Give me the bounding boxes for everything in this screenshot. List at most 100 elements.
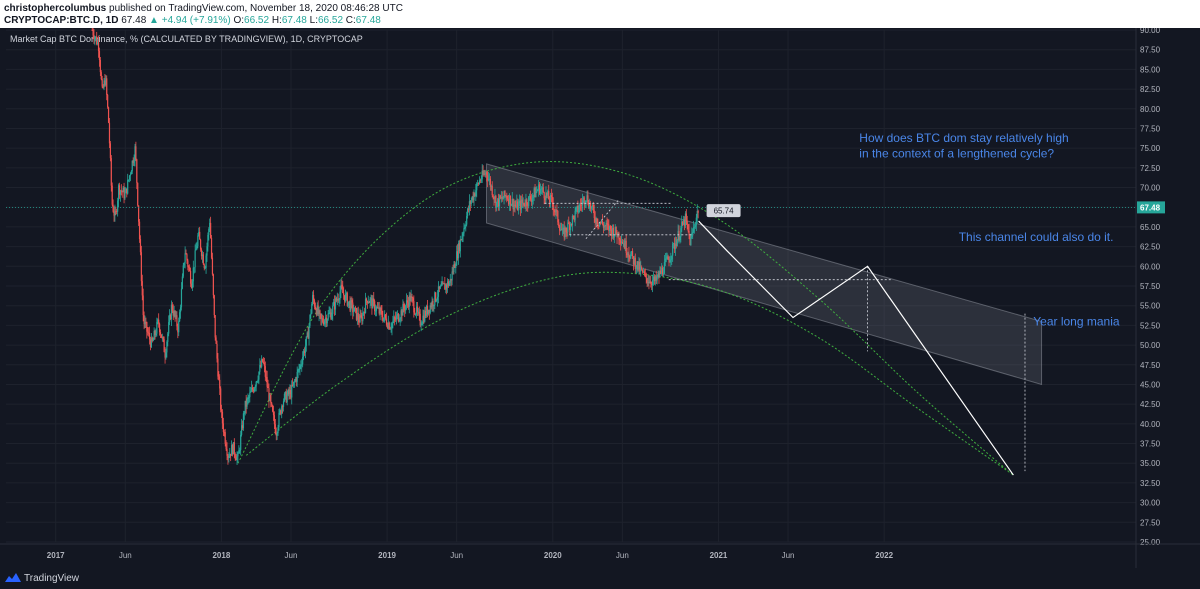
candle-body xyxy=(219,379,221,389)
close-label: C: xyxy=(345,15,356,26)
candle-body xyxy=(336,298,338,301)
candle-body xyxy=(135,146,137,160)
candle-body xyxy=(462,233,464,236)
candle-body xyxy=(172,310,174,316)
projection-label: 65.74 xyxy=(714,207,735,216)
candle-body xyxy=(355,307,358,320)
candle-body xyxy=(618,232,620,240)
candle-body xyxy=(358,319,360,323)
candle-body xyxy=(312,294,314,304)
candle-body xyxy=(522,202,524,204)
candle-body xyxy=(138,221,141,240)
candle-body xyxy=(682,221,684,225)
candle-body xyxy=(607,224,609,226)
candle-body xyxy=(292,384,294,386)
author-name[interactable]: christophercolumbus xyxy=(4,3,107,14)
candle-body xyxy=(463,227,465,234)
y-tick-label: 37.50 xyxy=(1140,440,1161,449)
candle-body xyxy=(244,400,246,414)
channel-band xyxy=(485,163,1043,386)
candle-body xyxy=(590,203,592,209)
candle-body xyxy=(289,390,291,395)
candle-body xyxy=(324,317,327,321)
candle-body xyxy=(291,384,293,398)
candle-body xyxy=(538,184,540,191)
candle-body xyxy=(272,411,275,416)
candle-body xyxy=(372,298,374,309)
candle-body xyxy=(606,223,608,225)
candle-body xyxy=(664,258,666,263)
candle-body xyxy=(252,389,255,392)
candle-body xyxy=(697,211,699,213)
candle-body xyxy=(330,312,332,320)
candle-body xyxy=(508,195,511,205)
candle-body xyxy=(171,304,173,311)
candle-body xyxy=(469,201,471,205)
candle-body xyxy=(454,264,456,268)
candle-body xyxy=(524,205,526,207)
candle-body xyxy=(98,50,101,60)
candle-body xyxy=(488,178,491,180)
chart-svg[interactable]: 90.00 87.50 85.00 82.50 80.00 77.50 75.00 72.50… xyxy=(0,26,1200,568)
candle-body xyxy=(138,205,140,222)
candle-body xyxy=(644,273,646,275)
candle-body xyxy=(541,187,543,189)
candle-body xyxy=(193,267,195,269)
candle-body xyxy=(627,253,629,255)
candle-body xyxy=(220,388,222,410)
candle-body xyxy=(582,197,584,201)
candle-body xyxy=(279,410,281,413)
candle-body xyxy=(112,204,114,212)
candle-body xyxy=(434,292,436,306)
candle-body xyxy=(288,389,290,395)
candle-body xyxy=(573,215,575,221)
candle-body xyxy=(519,200,522,210)
candle-body xyxy=(384,314,387,319)
x-tick-label: 2017 xyxy=(47,551,65,560)
candle-body xyxy=(486,172,488,176)
candle-body xyxy=(274,424,276,434)
candle-body xyxy=(339,291,341,300)
candle-body xyxy=(406,300,409,303)
candle-body xyxy=(593,210,595,219)
y-tick-label: 85.00 xyxy=(1140,65,1161,74)
high-value: 67.48 xyxy=(281,15,307,26)
candle-body xyxy=(626,253,628,255)
publish-date: published on TradingView.com, November 1… xyxy=(109,3,403,14)
candle-body xyxy=(525,199,527,207)
candle-body xyxy=(256,381,258,383)
candle-body xyxy=(570,223,573,226)
candle-body xyxy=(651,283,653,286)
publish-header: christophercolumbus published on Trading… xyxy=(0,0,1200,28)
candle-body xyxy=(504,191,506,197)
candle-body xyxy=(282,406,284,408)
candle-body xyxy=(517,201,519,211)
footer-brand[interactable]: TradingView xyxy=(24,573,80,584)
candle-body xyxy=(251,387,254,390)
candle-body xyxy=(438,286,440,289)
candle-body xyxy=(571,215,574,226)
annotation-text: in the context of a lengthened cycle? xyxy=(859,147,1054,161)
candle-body xyxy=(158,319,160,324)
y-tick-label: 30.00 xyxy=(1140,499,1161,508)
candle-body xyxy=(404,308,406,311)
current-price-label: 67.48 xyxy=(1140,203,1161,212)
chart-area[interactable]: 90.00 87.50 85.00 82.50 80.00 77.50 75.00 72.50… xyxy=(0,26,1200,568)
candle-body xyxy=(420,324,422,326)
candle-body xyxy=(523,202,525,206)
candle-body xyxy=(369,299,371,303)
candle-body xyxy=(429,305,431,313)
candle-body xyxy=(568,222,570,224)
candle-body xyxy=(327,313,329,320)
candle-body xyxy=(540,188,543,190)
candle-body xyxy=(95,36,97,38)
candle-body xyxy=(267,386,269,389)
last-price: 67.48 xyxy=(121,15,147,26)
candle-body xyxy=(116,211,118,213)
candle-body xyxy=(425,310,427,316)
candle-body xyxy=(233,442,235,455)
tradingview-logo-icon[interactable] xyxy=(5,572,21,584)
candle-body xyxy=(133,159,135,163)
candle-body xyxy=(472,196,474,201)
candle-body xyxy=(467,208,469,217)
